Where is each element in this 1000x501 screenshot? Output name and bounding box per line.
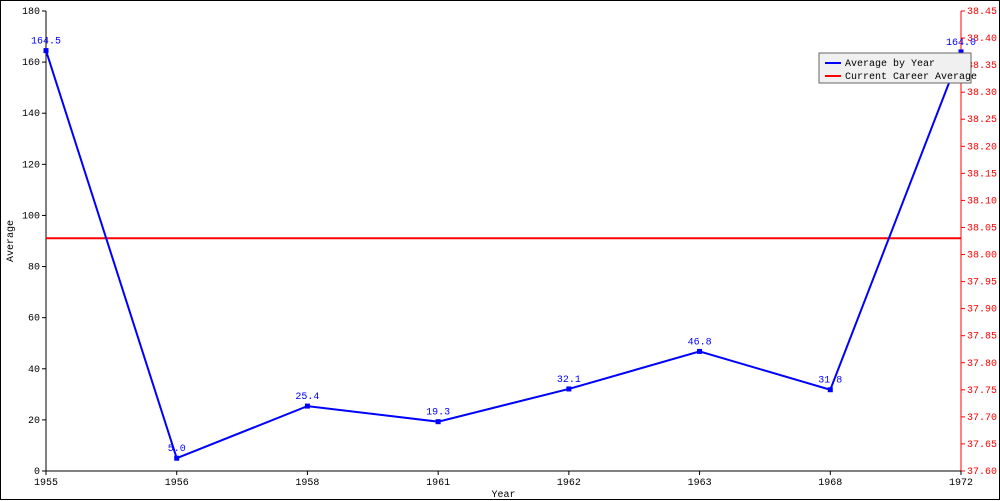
y-right-tick-label: 38.45	[967, 7, 997, 18]
data-label: 31.8	[818, 376, 842, 387]
x-tick-label: 1968	[818, 478, 842, 489]
y-left-tick-label: 100	[22, 211, 40, 222]
data-label: 46.8	[688, 337, 712, 348]
y-left-tick-label: 0	[34, 467, 40, 478]
data-marker	[828, 387, 833, 392]
y-right-tick-label: 38.30	[967, 88, 997, 99]
data-label: 25.4	[295, 392, 319, 403]
x-tick-label: 1956	[165, 478, 189, 489]
y-axis-title: Average	[6, 220, 17, 262]
x-tick-label: 1962	[557, 478, 581, 489]
data-marker	[174, 456, 179, 461]
y-right-tick-label: 37.80	[967, 359, 997, 370]
y-right-tick-label: 37.90	[967, 305, 997, 316]
y-left-tick-label: 40	[28, 365, 40, 376]
chart-svg: 0 20 40 60 80 100 120 140 160 180 37.60 37.65 37.70 3…	[1, 1, 1000, 501]
data-label: 164.0	[946, 38, 976, 49]
y-left-tick-label: 180	[22, 7, 40, 18]
y-left-tick-label: 20	[28, 416, 40, 427]
data-marker	[305, 404, 310, 409]
x-axis-title: Year	[491, 490, 515, 501]
y-right-tick-label: 37.65	[967, 440, 997, 451]
y-right-tick-label: 37.60	[967, 467, 997, 478]
y-left-tick-label: 140	[22, 109, 40, 120]
chart-container: 0 20 40 60 80 100 120 140 160 180 37.60 37.65 37.70 3…	[0, 0, 1000, 500]
y-right-tick-label: 38.00	[967, 251, 997, 262]
data-marker	[436, 419, 441, 424]
x-tick-label: 1958	[295, 478, 319, 489]
y-left-tick-label: 120	[22, 160, 40, 171]
y-right-tick-label: 38.05	[967, 223, 997, 234]
x-tick-label: 1961	[426, 478, 450, 489]
x-tick-label: 1955	[34, 478, 58, 489]
data-label: 32.1	[557, 375, 581, 386]
data-label: 19.3	[426, 408, 450, 419]
data-label: 5.0	[168, 444, 186, 455]
legend-label: Current Career Average	[845, 72, 977, 83]
y-right-tick-label: 38.25	[967, 115, 997, 126]
y-right-tick-label: 38.20	[967, 142, 997, 153]
y-right-tick-label: 37.70	[967, 413, 997, 424]
y-right-tick-label: 38.15	[967, 169, 997, 180]
y-left-tick-label: 80	[28, 263, 40, 274]
y-left-tick-label: 160	[22, 58, 40, 69]
y-right-tick-label: 37.85	[967, 332, 997, 343]
legend-label: Average by Year	[845, 58, 935, 70]
x-tick-label: 1972	[949, 478, 973, 489]
y-right-tick-label: 37.75	[967, 386, 997, 397]
x-tick-label: 1963	[688, 478, 712, 489]
data-label: 164.5	[31, 37, 61, 48]
data-marker	[566, 386, 571, 391]
y-right-tick-label: 37.95	[967, 278, 997, 289]
y-left-tick-label: 60	[28, 314, 40, 325]
y-right-tick-label: 38.35	[967, 61, 997, 72]
y-right-tick-label: 38.10	[967, 196, 997, 207]
data-marker	[44, 48, 49, 53]
data-marker	[697, 349, 702, 354]
